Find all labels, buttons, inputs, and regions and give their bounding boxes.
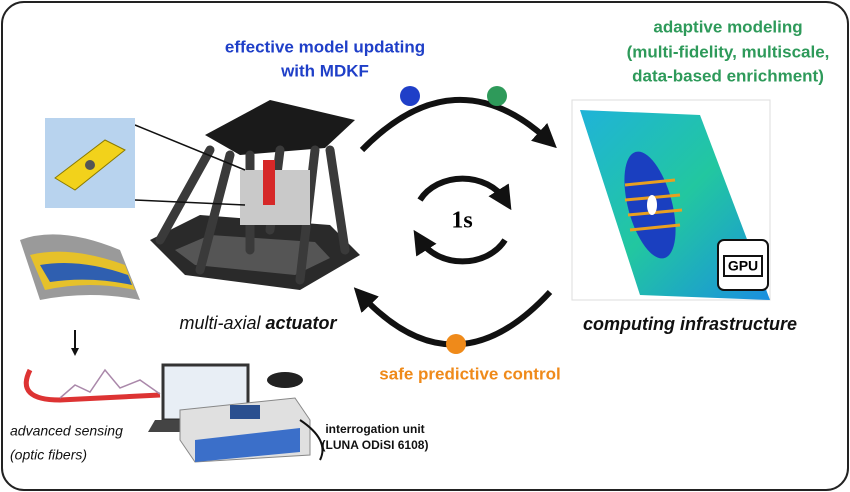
actuator-plain: multi-axial xyxy=(179,313,265,333)
modeling-label: data-based enrichment) xyxy=(632,66,824,85)
inset-line xyxy=(134,124,246,171)
fe-hole xyxy=(647,195,657,215)
gpu-label: GPU xyxy=(728,258,758,274)
strain-plot xyxy=(59,368,161,399)
interrogation-unit xyxy=(148,363,311,463)
cable xyxy=(299,419,324,461)
modeling-label: (multi-fidelity, multiscale, xyxy=(627,42,830,61)
control-label: safe predictive control xyxy=(379,364,560,383)
inset-line xyxy=(134,199,246,206)
cycle-arrow xyxy=(417,175,512,211)
dot-orange xyxy=(446,334,466,354)
computing-label: computing infrastructure xyxy=(583,314,797,334)
actuator-bold: actuator xyxy=(266,313,338,333)
cycle-arrow xyxy=(413,229,508,265)
dot-blue xyxy=(400,86,420,106)
updating-label: effective model updating xyxy=(225,37,425,56)
gpu-chip xyxy=(717,239,769,291)
specimen-hole xyxy=(85,160,95,170)
cycle-label: 1s xyxy=(451,208,472,234)
dot-green xyxy=(487,86,507,106)
interrogation-label: interrogation unit xyxy=(325,422,424,436)
sensing-label: advanced sensing xyxy=(10,423,123,439)
updating-label: with MDKF xyxy=(280,61,369,80)
composite-layers xyxy=(20,234,140,300)
modeling-label: adaptive modeling xyxy=(653,17,802,36)
actuator-label: multi-axial actuator xyxy=(179,313,337,333)
optic-fiber xyxy=(23,368,161,403)
hexapod xyxy=(150,100,360,290)
arrow-top xyxy=(359,97,557,153)
interrogation-label: (LUNA ODiSI 6108) xyxy=(322,438,429,452)
sensing-label: (optic fibers) xyxy=(10,447,87,463)
